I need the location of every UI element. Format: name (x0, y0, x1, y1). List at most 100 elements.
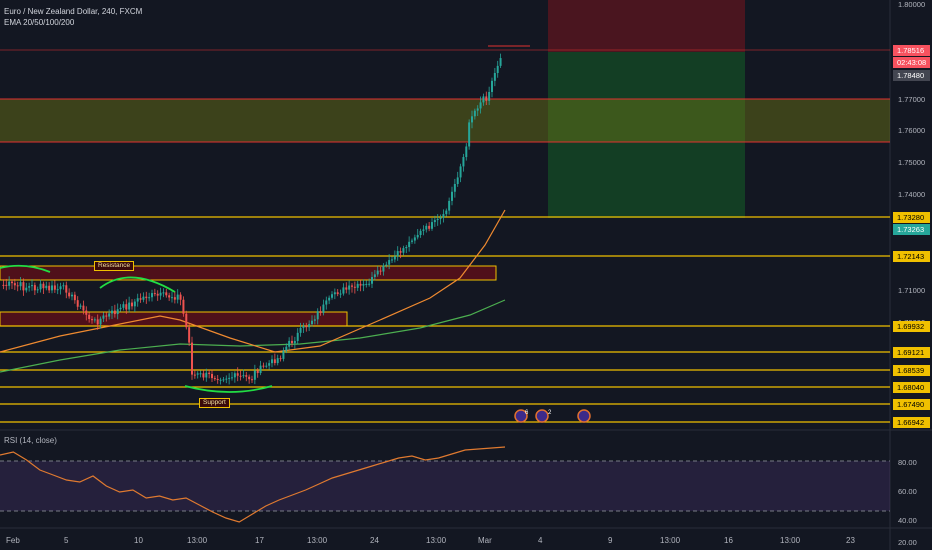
candle-body (71, 294, 73, 297)
candle-body (25, 287, 28, 291)
price-tick: 1.77000 (898, 95, 926, 104)
candle-body (231, 377, 233, 379)
candle-body (451, 191, 453, 201)
candle-body (88, 314, 91, 320)
candle-body (391, 259, 393, 261)
drawn-arc (99, 276, 176, 293)
price-pane (0, 0, 890, 428)
candle-body (299, 327, 302, 333)
time-tick: 16 (724, 536, 733, 545)
rsi-tick: 20.00 (898, 538, 917, 547)
candle-body (202, 373, 205, 378)
time-tick: 4 (538, 536, 543, 545)
candle-body (162, 292, 165, 294)
candle-body (399, 251, 402, 253)
candle-body (271, 359, 273, 364)
candle-body (348, 285, 351, 290)
candle-body (413, 237, 416, 241)
price-tick: 1.75000 (898, 158, 926, 167)
candle-body (308, 324, 311, 328)
candle-body (8, 281, 11, 286)
candle-body (239, 375, 242, 377)
candle-body (213, 378, 216, 380)
candle-body (65, 285, 68, 293)
symbol-title[interactable]: Euro / New Zealand Dollar, 240, FXCM (4, 7, 143, 16)
candle-body (482, 96, 485, 103)
candle-body (182, 299, 185, 314)
candle-body (142, 296, 145, 300)
candle-body (176, 294, 179, 300)
rsi-band (0, 461, 890, 511)
candle-body (253, 370, 256, 380)
candle-body (322, 304, 325, 313)
candle-body (205, 372, 208, 378)
candle-body (22, 282, 25, 291)
rsi-line (0, 446, 506, 523)
candle-body (499, 58, 502, 66)
candle-body (179, 294, 182, 300)
candle-body (493, 72, 496, 81)
candle-body (73, 294, 76, 301)
event-marker-icon (514, 409, 528, 423)
candle-body (208, 372, 211, 374)
candle-body (459, 166, 462, 178)
candle-body (48, 285, 51, 291)
candle-body (325, 300, 328, 305)
time-tick: 5 (64, 536, 69, 545)
candle-body (402, 248, 405, 253)
event-count-badge[interactable]: 2 (548, 410, 552, 416)
candle-body (442, 214, 445, 218)
candle-body (119, 307, 122, 310)
candle-body (111, 310, 113, 314)
ema-indicator-label[interactable]: EMA 20/50/100/200 (4, 18, 75, 27)
candle-body (382, 265, 385, 272)
candle-body (268, 363, 271, 366)
candle-body (342, 287, 345, 294)
candle-body (236, 373, 239, 376)
candle-body (33, 285, 36, 291)
candle-body (171, 297, 173, 299)
candle-body (199, 373, 202, 375)
candle-body (339, 293, 342, 295)
candle-body (11, 281, 13, 284)
event-count-badge[interactable]: 6 (525, 410, 529, 416)
candle-body (362, 284, 365, 286)
rsi-tick: 80.00 (898, 458, 917, 467)
candle-body (116, 309, 119, 315)
candle-body (145, 296, 148, 299)
candle-body (36, 289, 39, 291)
candle-body (76, 300, 79, 307)
candle-body (485, 96, 488, 101)
candle-body (225, 378, 228, 380)
candle-body (19, 282, 22, 287)
candle-body (113, 310, 116, 315)
candle-body (465, 146, 468, 158)
time-tick: 23 (846, 536, 855, 545)
candle-body (491, 80, 493, 92)
time-tick: Mar (478, 536, 492, 545)
price-tick: 1.76000 (898, 126, 926, 135)
candle-body (479, 102, 482, 109)
level-box: 1.72143 (893, 251, 930, 262)
candle-body (185, 313, 188, 328)
ema-50-line (0, 209, 506, 353)
candle-body (368, 283, 371, 285)
candle-body (293, 340, 296, 344)
candle-body (259, 365, 262, 374)
candle-body (422, 229, 425, 231)
candle-body (233, 373, 236, 378)
price-box: 1.78516 (893, 45, 930, 56)
candle-body (136, 298, 139, 302)
candle-body (128, 302, 131, 310)
price-tick: 1.71000 (898, 286, 926, 295)
candle-body (453, 183, 456, 192)
candle-body (385, 264, 388, 266)
candle-body (168, 295, 171, 298)
rsi-label[interactable]: RSI (14, close) (4, 436, 57, 445)
candle-body (316, 311, 319, 320)
candle-body (476, 108, 479, 111)
candle-body (153, 293, 156, 295)
candle-body (471, 116, 473, 123)
candle-body (371, 277, 373, 284)
